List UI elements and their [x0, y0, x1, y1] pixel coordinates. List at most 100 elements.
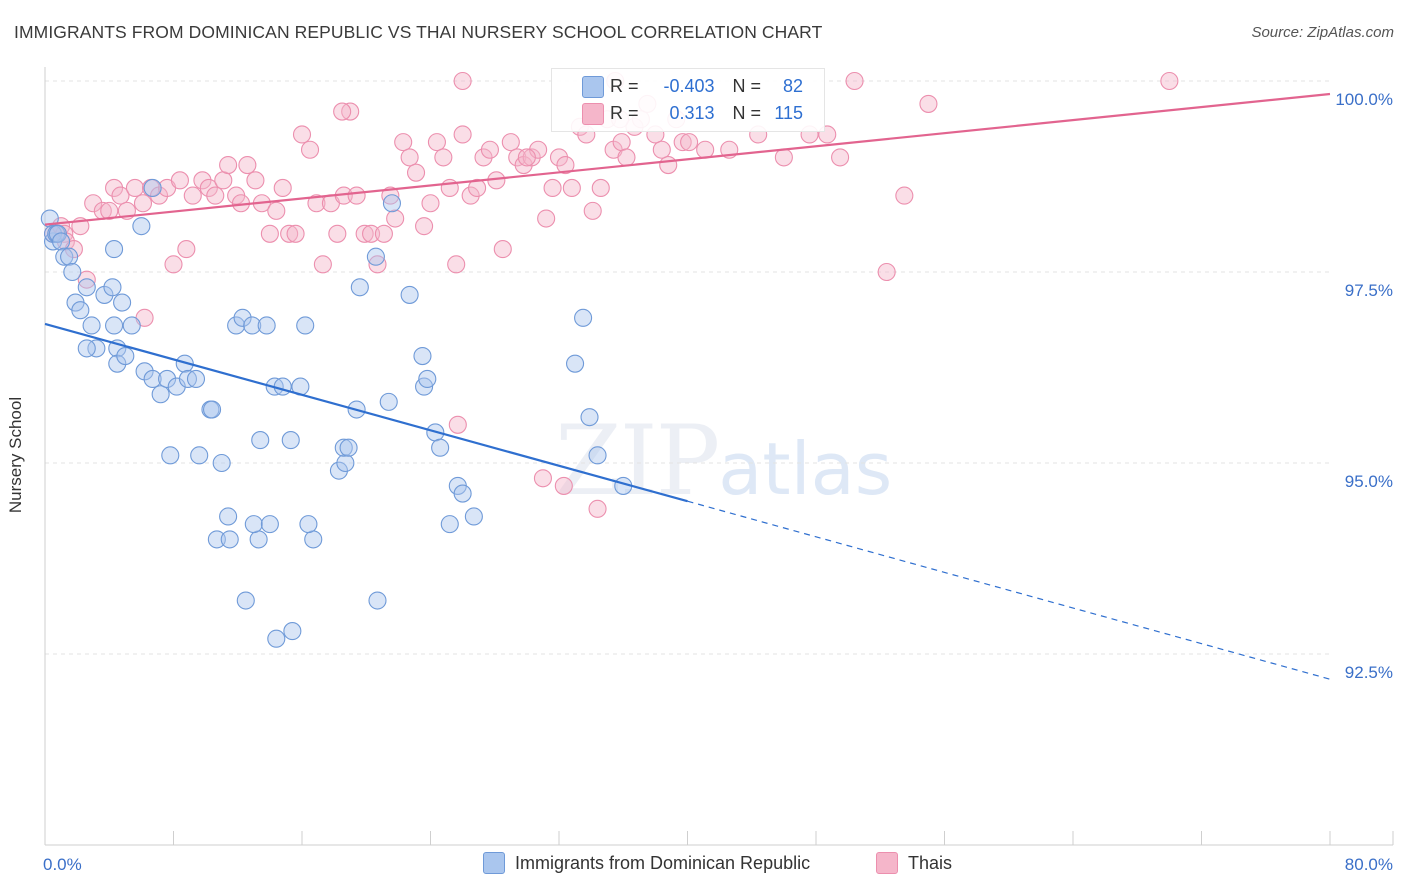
y-tick-label: 97.5% — [1345, 281, 1393, 300]
thais-point — [347, 186, 366, 205]
thais-point — [919, 94, 938, 113]
dominican-point — [334, 438, 353, 457]
thais-point — [696, 140, 715, 159]
thais-point — [673, 133, 692, 152]
thais-point — [260, 224, 279, 243]
dominican-point — [161, 446, 180, 465]
dominican-point — [244, 515, 263, 534]
legend-n-value: 115 — [774, 102, 804, 123]
thais-point — [199, 178, 218, 198]
dominican-point — [175, 354, 194, 373]
thais-point — [368, 255, 387, 274]
thais-point — [845, 71, 864, 91]
thais-point — [831, 148, 850, 167]
legend-r-value: -0.403 — [663, 75, 715, 96]
dominican-point — [580, 408, 599, 427]
thais-point — [313, 255, 332, 274]
thais-point — [659, 155, 678, 175]
thais-point — [280, 224, 299, 243]
legend-r-label: R = — [610, 75, 639, 96]
dominican-point — [418, 369, 437, 389]
dominican-point — [77, 339, 96, 358]
thais-point — [537, 209, 556, 228]
dominican-point — [400, 285, 419, 304]
watermark: ZIPatlas — [555, 405, 892, 517]
dominican-point — [122, 316, 141, 335]
dominican-point — [207, 530, 226, 549]
thais-point — [474, 148, 493, 167]
dominican-point — [257, 316, 276, 335]
thais-point — [105, 178, 124, 198]
thais-point — [267, 201, 286, 220]
thais-point — [206, 186, 225, 205]
thais-point — [522, 148, 541, 167]
dominican-point — [453, 484, 472, 503]
legend-swatch-pink — [582, 103, 604, 125]
x-tick-label: 80.0% — [1345, 855, 1393, 874]
dominican-point — [464, 507, 483, 526]
thais-point — [554, 476, 573, 495]
thais-point — [588, 499, 607, 518]
dominican-point — [350, 278, 369, 297]
legend-n-label: N = — [732, 102, 762, 123]
thais-point — [177, 240, 196, 259]
dominican-point — [132, 217, 151, 236]
thais-point — [493, 240, 512, 259]
thais-point — [556, 155, 575, 175]
watermark-atlas: atlas — [718, 427, 893, 511]
thais-point — [652, 140, 671, 159]
thais-point — [400, 148, 419, 167]
dominican-point — [82, 316, 101, 335]
dominican-point — [186, 369, 206, 389]
series-legend: Immigrants from Dominican Republic Thais — [0, 852, 1406, 878]
dominican-points — [40, 178, 633, 648]
dominican-point — [55, 247, 74, 266]
thais-point — [415, 217, 434, 236]
dominican-point — [413, 346, 432, 366]
trend-lines — [44, 92, 1331, 680]
thais-point — [1160, 71, 1179, 91]
dominican-point — [296, 316, 315, 335]
thais-point — [374, 224, 393, 243]
legend-n-value: 82 — [783, 75, 804, 96]
legend-item-dominican: Immigrants from Dominican Republic — [483, 852, 810, 874]
thais-point — [501, 133, 520, 152]
thais-point — [164, 255, 183, 274]
dominican-point — [366, 247, 385, 266]
thais-point — [680, 133, 699, 152]
dominican-point — [105, 316, 124, 335]
thais-point — [877, 262, 896, 282]
dominican-point — [190, 446, 209, 465]
thais-point — [386, 209, 405, 228]
dominican-point — [299, 515, 318, 534]
dominican-point — [431, 438, 450, 457]
legend-r-value: 0.313 — [669, 102, 715, 123]
thais-point — [307, 194, 326, 213]
dominican-point — [251, 431, 270, 450]
thais-point — [219, 155, 238, 175]
dominican-point — [236, 591, 255, 610]
thais-point — [612, 133, 631, 152]
thais-point — [508, 148, 527, 167]
dominican-point — [203, 400, 222, 419]
thais-point — [434, 148, 453, 167]
thais-point — [111, 186, 130, 205]
dominican-point — [249, 530, 268, 549]
correlation-legend: R = -0.403 N = 82 R = 0.313 N = 115 — [551, 68, 825, 132]
thais-trend-line — [44, 92, 1331, 226]
dominican-point — [143, 178, 162, 198]
dominican-point — [212, 453, 231, 473]
dominican-point — [105, 240, 124, 259]
thais-point — [447, 255, 466, 274]
dominican-point — [283, 622, 302, 641]
watermark-zip: ZIP — [555, 405, 720, 517]
dominican-point — [227, 316, 246, 335]
thais-point — [549, 148, 569, 167]
thais-point — [214, 171, 233, 190]
dominican-point — [588, 446, 607, 465]
thais-point — [517, 148, 536, 167]
thais-point — [461, 186, 480, 205]
thais-point — [617, 148, 636, 167]
thais-point — [533, 469, 552, 488]
